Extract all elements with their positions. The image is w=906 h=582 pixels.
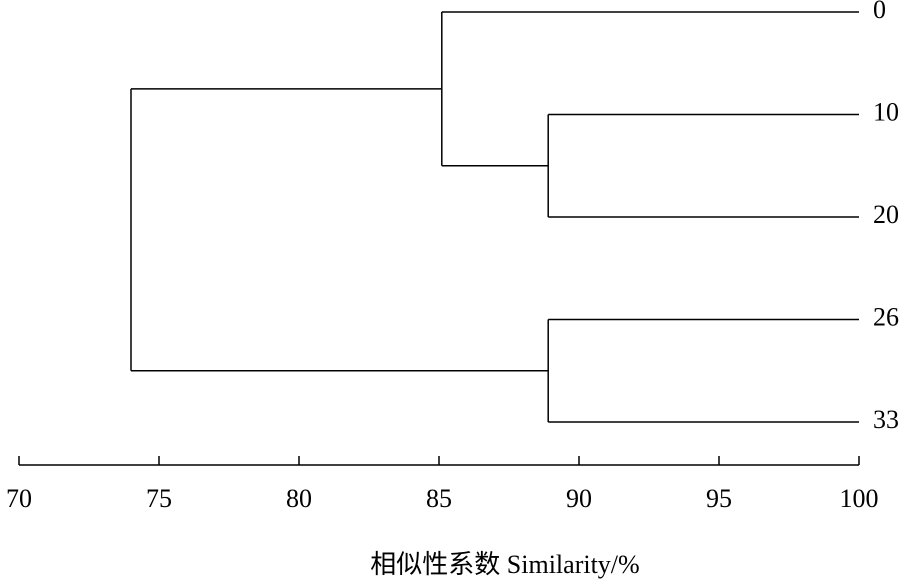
x-tick-label: 80 — [286, 484, 312, 513]
leaf-label: 10 — [873, 97, 899, 126]
x-tick-label: 90 — [566, 484, 592, 513]
leaf-label: 33 — [873, 405, 899, 434]
leaf-label: 0 — [873, 0, 886, 24]
x-tick-label: 95 — [706, 484, 732, 513]
x-tick-label: 85 — [426, 484, 452, 513]
x-tick-label: 75 — [146, 484, 172, 513]
leaf-label: 20 — [873, 200, 899, 229]
x-tick-label: 100 — [840, 484, 879, 513]
leaf-label: 26 — [873, 302, 899, 331]
x-axis-title: 相似性系数 Similarity/% — [370, 550, 639, 579]
x-tick-label: 70 — [6, 484, 32, 513]
